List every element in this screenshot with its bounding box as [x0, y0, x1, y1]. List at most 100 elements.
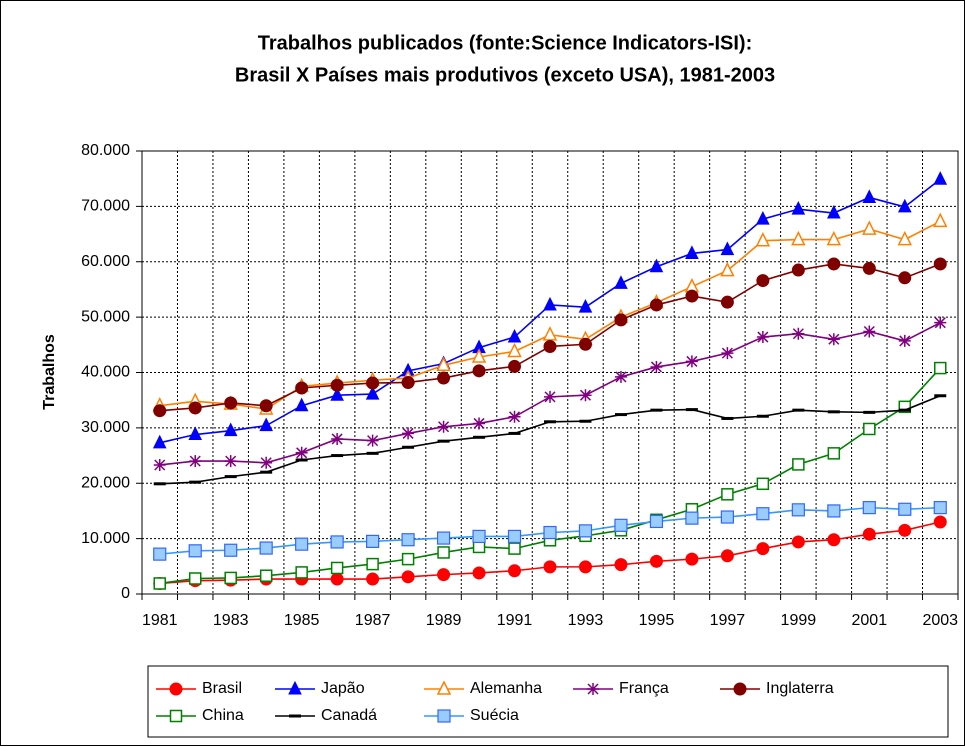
legend-label: Suécia	[470, 707, 519, 724]
marker	[224, 543, 238, 557]
marker	[897, 198, 912, 213]
x-tick-label: 1981	[142, 612, 178, 629]
marker	[898, 271, 912, 285]
marker	[721, 347, 734, 360]
x-tick-label: 1989	[426, 612, 462, 629]
marker	[436, 531, 451, 545]
x-tick-label: 1987	[355, 612, 391, 629]
marker	[508, 359, 522, 373]
marker	[933, 257, 947, 271]
marker	[401, 570, 415, 584]
marker	[650, 360, 663, 373]
marker	[898, 400, 912, 414]
marker	[792, 458, 805, 471]
marker	[507, 529, 522, 544]
marker	[791, 503, 805, 517]
marker	[437, 420, 450, 433]
x-tick-label: 1985	[284, 612, 320, 629]
marker	[578, 299, 593, 313]
marker	[756, 477, 770, 491]
marker	[259, 399, 273, 413]
marker	[472, 566, 486, 580]
marker	[152, 434, 167, 449]
y-tick-label: 40.000	[81, 364, 130, 381]
marker	[401, 533, 415, 547]
y-tick-label: 60.000	[81, 253, 130, 270]
marker	[862, 501, 876, 515]
x-tick-label: 1997	[710, 612, 746, 629]
marker	[472, 540, 486, 554]
marker	[259, 541, 273, 555]
marker	[933, 212, 948, 228]
marker	[755, 232, 771, 247]
marker	[366, 572, 380, 586]
chart-title: Brasil X Países mais produtivos (exceto …	[235, 64, 775, 86]
marker	[260, 456, 273, 469]
x-tick-label: 2003	[922, 612, 958, 629]
y-tick-label: 20.000	[81, 474, 130, 491]
marker	[934, 361, 947, 375]
marker	[188, 544, 202, 558]
marker	[153, 458, 166, 471]
marker	[331, 432, 344, 445]
marker	[295, 537, 309, 551]
marker	[685, 552, 699, 566]
marker	[649, 514, 664, 529]
x-tick-label: 2001	[852, 612, 888, 629]
legend-label: Canadá	[321, 707, 377, 724]
legend-label: Brasil	[202, 680, 242, 697]
marker	[827, 447, 841, 460]
marker	[437, 568, 451, 582]
marker	[578, 560, 592, 574]
marker	[401, 552, 415, 566]
marker	[756, 331, 769, 344]
legend-label: Inglaterra	[766, 680, 834, 697]
marker	[685, 289, 699, 303]
marker	[649, 298, 663, 312]
marker	[720, 549, 734, 563]
marker	[543, 296, 557, 311]
marker	[614, 370, 627, 383]
marker	[733, 682, 747, 696]
marker	[189, 455, 202, 468]
legend-label: China	[202, 707, 244, 724]
marker	[791, 201, 806, 215]
marker	[685, 245, 699, 259]
marker	[224, 571, 237, 585]
marker	[649, 554, 663, 568]
marker	[295, 381, 309, 395]
marker	[366, 557, 379, 571]
marker	[827, 204, 841, 219]
plot-border	[141, 150, 959, 595]
x-tick-label: 1999	[781, 612, 817, 629]
marker	[720, 261, 735, 277]
marker	[614, 275, 628, 289]
marker	[720, 510, 734, 524]
marker	[153, 547, 167, 561]
marker	[721, 488, 734, 501]
marker	[366, 434, 379, 447]
marker	[365, 385, 380, 400]
marker	[792, 327, 805, 340]
legend-label: Alemanha	[470, 680, 542, 697]
marker	[366, 534, 380, 548]
marker	[188, 426, 203, 441]
marker	[508, 542, 521, 555]
y-tick-label: 10.000	[81, 530, 130, 547]
y-tick-label: 50.000	[81, 308, 130, 325]
y-tick-label: 30.000	[81, 419, 130, 436]
marker	[224, 455, 237, 468]
marker	[614, 558, 628, 572]
marker	[933, 171, 948, 185]
marker	[472, 529, 486, 544]
marker	[294, 397, 309, 412]
marker	[295, 446, 308, 459]
marker	[579, 389, 592, 402]
marker	[437, 546, 450, 559]
marker	[685, 511, 699, 525]
marker	[542, 326, 558, 341]
marker	[259, 417, 273, 432]
marker	[791, 535, 805, 549]
marker	[472, 364, 486, 378]
